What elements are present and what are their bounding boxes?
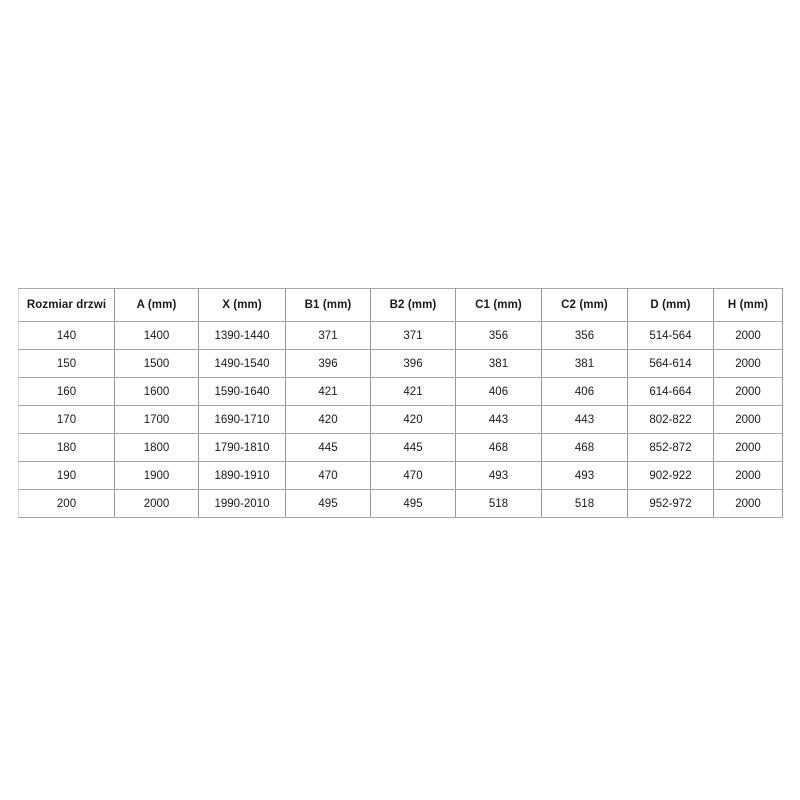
table-cell: 495 [285, 489, 371, 518]
table-cell: 518 [455, 489, 542, 518]
table-cell: 406 [455, 377, 542, 406]
table-cell: 381 [541, 349, 628, 378]
table-cell: 470 [285, 461, 371, 490]
table-cell: 1590-1640 [198, 377, 286, 406]
column-header-1: Rozmiar drzwi [18, 288, 115, 322]
column-header-3: X (mm) [198, 288, 286, 322]
table-cell: 180 [18, 433, 115, 462]
table-cell: 514-564 [627, 321, 714, 350]
table-cell: 445 [370, 433, 456, 462]
table-cell: 2000 [713, 377, 783, 406]
table-row: 180 1800 1790-1810 445 445 468 468 852-872 2000 [18, 433, 783, 462]
table-cell: 802-822 [627, 405, 714, 434]
column-header-5: B2 (mm) [370, 288, 456, 322]
table-cell: 1400 [114, 321, 199, 350]
table-cell: 140 [18, 321, 115, 350]
table-cell: 952-972 [627, 489, 714, 518]
table-cell: 1890-1910 [198, 461, 286, 490]
table-row: 190 1900 1890-1910 470 470 493 493 902-922 2000 [18, 461, 783, 490]
column-header-6: C1 (mm) [455, 288, 542, 322]
table-cell: 564-614 [627, 349, 714, 378]
table-cell: 1490-1540 [198, 349, 286, 378]
table-header-row: Rozmiar drzwi A (mm) X (mm) B1 (mm) B2 (mm) C… [18, 288, 783, 322]
table-cell: 495 [370, 489, 456, 518]
table-cell: 468 [541, 433, 628, 462]
table-cell: 421 [370, 377, 456, 406]
column-header-8: D (mm) [627, 288, 714, 322]
table-row: 200 2000 1990-2010 495 495 518 518 952-972 2000 [18, 489, 783, 518]
door-size-specification-table: Rozmiar drzwi A (mm) X (mm) B1 (mm) B2 (mm) C… [18, 288, 783, 518]
table-cell: 371 [285, 321, 371, 350]
table-cell: 2000 [713, 461, 783, 490]
table-cell: 2000 [713, 405, 783, 434]
table-cell: 420 [370, 405, 456, 434]
table-cell: 2000 [713, 433, 783, 462]
table-cell: 2000 [713, 489, 783, 518]
table-cell: 852-872 [627, 433, 714, 462]
table-cell: 150 [18, 349, 115, 378]
table-cell: 371 [370, 321, 456, 350]
table-cell: 381 [455, 349, 542, 378]
column-header-7: C2 (mm) [541, 288, 628, 322]
table-cell: 1990-2010 [198, 489, 286, 518]
table-cell: 443 [455, 405, 542, 434]
table-cell: 1600 [114, 377, 199, 406]
table-cell: 396 [370, 349, 456, 378]
specification-table-container: Rozmiar drzwi A (mm) X (mm) B1 (mm) B2 (mm) C… [18, 288, 783, 518]
table-cell: 170 [18, 405, 115, 434]
table-cell: 443 [541, 405, 628, 434]
table-cell: 406 [541, 377, 628, 406]
table-cell: 190 [18, 461, 115, 490]
table-cell: 1500 [114, 349, 199, 378]
table-cell: 356 [455, 321, 542, 350]
table-cell: 160 [18, 377, 115, 406]
table-cell: 614-664 [627, 377, 714, 406]
table-row: 160 1600 1590-1640 421 421 406 406 614-664 2000 [18, 377, 783, 406]
table-cell: 1790-1810 [198, 433, 286, 462]
column-header-9: H (mm) [713, 288, 783, 322]
table-cell: 1690-1710 [198, 405, 286, 434]
table-cell: 470 [370, 461, 456, 490]
table-row: 140 1400 1390-1440 371 371 356 356 514-564 2000 [18, 321, 783, 350]
column-header-4: B1 (mm) [285, 288, 371, 322]
table-cell: 2000 [114, 489, 199, 518]
table-cell: 493 [541, 461, 628, 490]
table-cell: 468 [455, 433, 542, 462]
table-cell: 356 [541, 321, 628, 350]
table-body: 140 1400 1390-1440 371 371 356 356 514-564 2000 1… [18, 321, 783, 518]
table-cell: 902-922 [627, 461, 714, 490]
table-cell: 1800 [114, 433, 199, 462]
table-row: 150 1500 1490-1540 396 396 381 381 564-614 2000 [18, 349, 783, 378]
table-cell: 2000 [713, 349, 783, 378]
table-cell: 200 [18, 489, 115, 518]
table-header: Rozmiar drzwi A (mm) X (mm) B1 (mm) B2 (mm) C… [18, 288, 783, 322]
table-cell: 1900 [114, 461, 199, 490]
column-header-2: A (mm) [114, 288, 199, 322]
table-cell: 518 [541, 489, 628, 518]
table-row: 170 1700 1690-1710 420 420 443 443 802-822 2000 [18, 405, 783, 434]
table-cell: 445 [285, 433, 371, 462]
table-cell: 421 [285, 377, 371, 406]
table-cell: 1390-1440 [198, 321, 286, 350]
table-cell: 396 [285, 349, 371, 378]
table-cell: 493 [455, 461, 542, 490]
table-cell: 420 [285, 405, 371, 434]
table-cell: 1700 [114, 405, 199, 434]
table-cell: 2000 [713, 321, 783, 350]
